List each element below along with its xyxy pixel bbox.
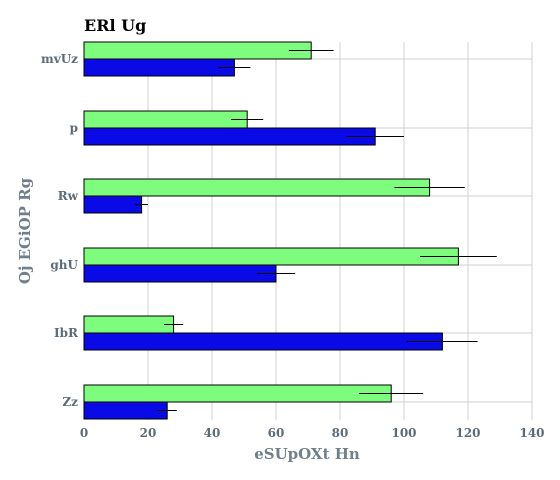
y-tick-label: p [70,121,78,135]
y-tick-label: IbR [54,326,79,340]
x-tick-label: 40 [204,426,221,440]
y-tick-label: ghU [50,258,78,272]
y-tick-label: mvUz [41,52,78,66]
bar [83,58,235,77]
x-tick-label: 80 [332,426,349,440]
bar [83,247,459,266]
bar [83,264,277,283]
x-tick-label: 100 [391,426,416,440]
chart-title: ERl Ug [84,16,146,35]
bar [83,384,392,403]
bar [83,127,376,146]
bar [83,332,443,351]
x-tick-label: 140 [519,426,544,440]
bars [83,41,459,420]
bar [83,41,312,60]
error-bars [135,50,497,411]
bar [83,401,168,420]
x-tick-label: 60 [268,426,285,440]
bar [83,315,175,334]
grid [84,42,533,420]
bar [83,178,431,197]
x-tick-label: 120 [455,426,480,440]
x-tick-label: 20 [140,426,157,440]
x-axis-label: eSUpOXt Hn [254,445,360,463]
bar [83,195,143,214]
y-tick-label: Rw [58,189,79,203]
y-axis-ticks: mvUz p Rw ghU IbR Zz [41,52,79,409]
y-axis-label: Oj EGiOP Rg [16,177,34,284]
x-axis-ticks: 0 20 40 60 80 100 120 140 [80,426,545,440]
x-tick-label: 0 [80,426,88,440]
bar [83,110,248,129]
y-tick-label: Zz [62,395,78,409]
